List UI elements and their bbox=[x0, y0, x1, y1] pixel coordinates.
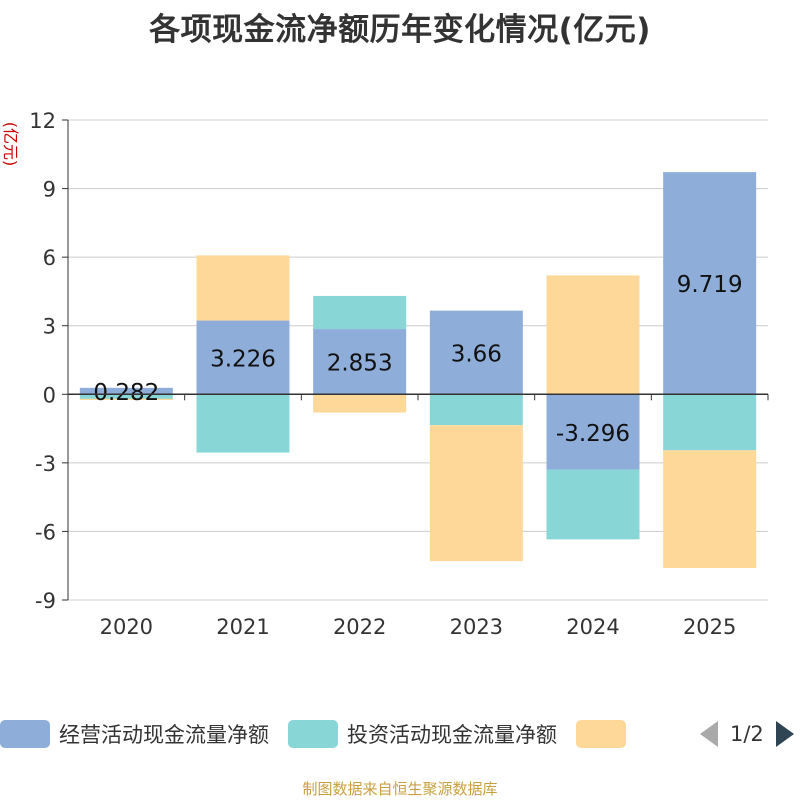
bar-investing-2025 bbox=[663, 394, 757, 451]
bar-investing-2022 bbox=[313, 295, 407, 330]
legend-swatch-financing bbox=[576, 720, 626, 748]
bar-investing-2023 bbox=[429, 394, 523, 426]
legend-next-page-icon[interactable] bbox=[775, 721, 794, 747]
bar-financing-2025 bbox=[663, 450, 757, 568]
data-label: 3.66 bbox=[451, 341, 502, 367]
legend-prev-page-icon[interactable] bbox=[700, 721, 718, 747]
y-tick-label: -6 bbox=[35, 520, 56, 544]
legend-label-operating: 经营活动现金流量净额 bbox=[59, 723, 269, 747]
chart-title: 各项现金流净额历年变化情况(亿元) bbox=[149, 12, 651, 48]
x-tick-label: 2021 bbox=[216, 615, 269, 639]
bar-financing-2021 bbox=[196, 255, 290, 321]
legend-label-investing: 投资活动现金流量净额 bbox=[347, 723, 557, 747]
legend-item-operating[interactable]: 经营活动现金流量净额 bbox=[0, 719, 288, 749]
y-tick-label: 12 bbox=[29, 109, 56, 133]
data-source-note: 制图数据来自恒生聚源数据库 bbox=[302, 780, 498, 798]
x-tick-label: 2025 bbox=[683, 615, 736, 639]
bar-investing-2021 bbox=[196, 394, 290, 453]
bar-financing-2020 bbox=[79, 398, 173, 400]
x-tick-label: 2024 bbox=[566, 615, 619, 639]
y-tick-label: 3 bbox=[43, 315, 56, 339]
bar-operating-2021 bbox=[196, 320, 290, 395]
bar-financing-2023 bbox=[429, 425, 523, 562]
bar-operating-2023 bbox=[429, 310, 523, 395]
bar-operating-2025 bbox=[663, 172, 757, 395]
bar-investing-2024 bbox=[546, 469, 640, 540]
data-label: 3.226 bbox=[210, 346, 276, 372]
legend-swatch-operating bbox=[0, 720, 50, 748]
bar-chart: -9 -6 -3 0 3 6 9 12 0.282 3.226 2.853 3.66 -3.296 9.7… bbox=[29, 109, 769, 639]
legend-page-indicator: 1/2 bbox=[730, 722, 764, 746]
legend: 经营活动现金流量净额 投资活动现金流量净额 bbox=[0, 716, 626, 752]
data-label: 2.853 bbox=[327, 351, 393, 377]
y-tick-label: -9 bbox=[35, 589, 56, 613]
bar-financing-2022 bbox=[313, 394, 407, 413]
bar-investing-2020 bbox=[79, 394, 173, 399]
x-tick-label: 2022 bbox=[333, 615, 386, 639]
bar-operating-2022 bbox=[313, 329, 407, 395]
legend-item-financing[interactable] bbox=[576, 720, 626, 748]
y-tick-label: 6 bbox=[43, 246, 56, 270]
bar-operating-2024 bbox=[546, 394, 640, 470]
y-tick-label: -3 bbox=[35, 452, 56, 476]
y-tick-label: 0 bbox=[43, 383, 56, 407]
bar-operating-2020 bbox=[79, 387, 173, 395]
data-label: -3.296 bbox=[556, 421, 630, 447]
x-tick-label: 2020 bbox=[100, 615, 153, 639]
legend-pager: 1/2 bbox=[700, 716, 800, 752]
legend-item-investing[interactable]: 投资活动现金流量净额 bbox=[288, 719, 576, 749]
y-tick-label: 9 bbox=[43, 178, 56, 202]
data-label: 9.719 bbox=[677, 272, 743, 298]
x-tick-label: 2023 bbox=[450, 615, 503, 639]
bar-financing-2024 bbox=[546, 275, 640, 395]
data-label: 0.282 bbox=[93, 380, 159, 406]
legend-swatch-investing bbox=[288, 720, 338, 748]
